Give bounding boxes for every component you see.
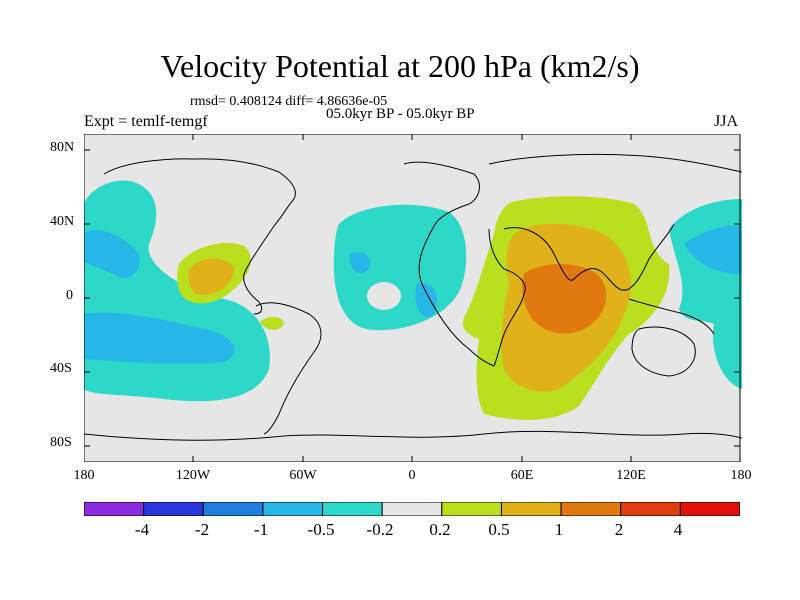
y-tick-0: 0	[66, 288, 73, 303]
blue-region-atlantic-north	[349, 252, 371, 274]
colorbar-swatch	[202, 502, 264, 516]
coastline-south-america	[255, 302, 322, 435]
blue-region-atlantic-east	[415, 283, 437, 318]
coastline-europe-africa	[403, 161, 526, 367]
coastline-north-america	[103, 158, 296, 315]
x-tick-0: 0	[408, 468, 416, 483]
colorbar-swatch	[143, 502, 204, 516]
y-tick-80n: 80N	[50, 140, 75, 155]
y-tick-80s: 80S	[50, 435, 72, 450]
colorbar-swatch	[441, 502, 502, 516]
colorbar-label-0-2: 0.2	[429, 520, 451, 539]
season-label: JJA	[714, 113, 739, 130]
map-title: Velocity Potential at 200 hPa (km2/s)	[160, 48, 640, 84]
coastline-antarctica	[84, 430, 742, 441]
negative-anomaly-regions	[84, 180, 742, 402]
x-tick-120w: 120W	[175, 468, 211, 483]
colorbar-label-neg2: -2	[194, 520, 210, 539]
velocity-potential-map	[84, 134, 742, 462]
colorbar-label-neg0-2: -0.2	[366, 520, 394, 539]
y-tick-40s: 40S	[50, 361, 72, 376]
colorbar-swatch	[262, 502, 324, 516]
period-text: 05.0kyr BP - 05.0kyr BP	[326, 106, 475, 122]
colorbar-label-neg4: -4	[134, 520, 150, 539]
colorbar-swatch	[84, 502, 145, 516]
colorbar-swatch	[381, 502, 443, 516]
orange-region-central-america	[188, 258, 234, 295]
experiment-label: Expt = temlf-temgf	[84, 113, 208, 130]
coastline-asia	[488, 153, 742, 335]
colorbar-swatch	[620, 502, 681, 516]
y-tick-40n: 40N	[50, 214, 75, 229]
colorbar-label-2: 2	[614, 520, 624, 539]
colorbar-swatch	[560, 502, 622, 516]
x-tick-180w: 180	[73, 468, 95, 483]
colorbar-swatch	[322, 502, 383, 516]
stats-text: rmsd= 0.408124 diff= 4.86636e-05	[190, 94, 388, 109]
x-tick-60w: 60W	[289, 468, 317, 483]
colorbar-label-neg0-5: -0.5	[307, 520, 335, 539]
colorbar-label-1: 1	[554, 520, 564, 539]
x-tick-180e: 180	[730, 468, 752, 483]
blue-region-west-pacific	[684, 225, 742, 274]
colorbar-label-neg1: -1	[253, 520, 269, 539]
axis-ticks	[84, 134, 740, 462]
dark-orange-region-indian-ocean	[521, 264, 607, 334]
x-tick-120e: 120E	[616, 468, 646, 483]
colorbar	[84, 502, 740, 516]
positive-anomaly-regions	[177, 196, 670, 420]
yellow-spot-south-america	[260, 316, 284, 330]
coastline-australia	[631, 326, 696, 377]
neutral-hole-atlantic	[367, 282, 401, 310]
x-tick-60e: 60E	[510, 468, 534, 483]
blue-region-east-pacific	[84, 230, 140, 278]
colorbar-label-4: 4	[673, 520, 683, 539]
coastlines	[84, 153, 742, 441]
colorbar-swatch	[679, 502, 740, 516]
colorbar-swatch	[500, 502, 562, 516]
blue-region-south-pacific	[84, 312, 235, 364]
colorbar-label-0-5: 0.5	[488, 520, 510, 539]
